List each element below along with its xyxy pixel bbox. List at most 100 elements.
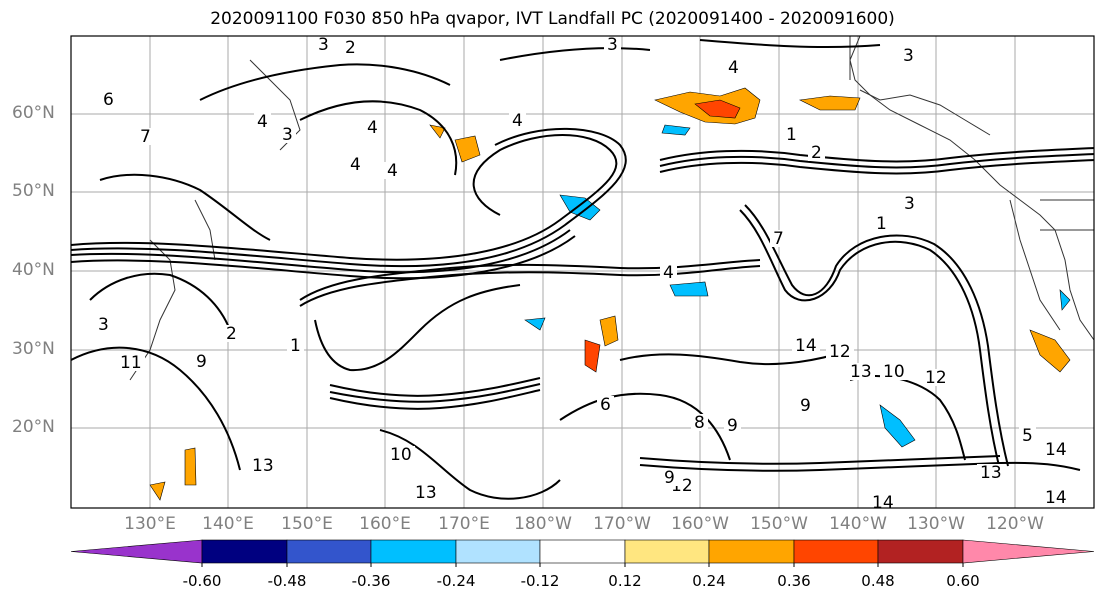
- contour-label: 3: [904, 194, 915, 214]
- contour-label-bg: [873, 215, 890, 232]
- qvapor-anomaly-fills: [149, 87, 1071, 501]
- contour-label: 4: [350, 155, 361, 175]
- lon-label: 180°W: [514, 514, 572, 534]
- contour-label-bg: [660, 264, 677, 281]
- contour-label: 9: [664, 468, 675, 488]
- lon-label: 170°W: [593, 514, 651, 534]
- colorbar-tick-label: 0.60: [946, 572, 980, 590]
- colorbar-segment: [286, 539, 372, 564]
- contour-label: 1: [290, 336, 301, 356]
- contour-label-bg: [384, 162, 401, 179]
- lat-label: 20°N: [12, 417, 55, 437]
- contour-label: 14: [1045, 488, 1067, 508]
- colorbar-tick-label: 0.12: [608, 572, 642, 590]
- colorbar-segment: [877, 539, 964, 564]
- contour-label: 13: [850, 362, 872, 382]
- contour-label-bg: [223, 325, 240, 342]
- lon-label: 120°W: [986, 514, 1044, 534]
- contour-label: 3: [282, 125, 293, 145]
- contour-label: 1: [786, 125, 797, 145]
- colorbar-segment: [624, 539, 710, 564]
- colorbar-lower-extend: [70, 539, 203, 564]
- colorbar-segment: [708, 539, 795, 564]
- contour-label: 4: [663, 263, 674, 283]
- contour-label: 10: [883, 362, 905, 382]
- contour-label-bg: [724, 417, 741, 434]
- contour-label: 14: [795, 336, 817, 356]
- contour-label: 4: [387, 161, 398, 181]
- contour-label: 13: [252, 456, 274, 476]
- contour-label-bg: [347, 156, 364, 173]
- contour-label-bg: [342, 39, 359, 56]
- contour-label: 8: [694, 413, 705, 433]
- contour-label-bg: [922, 369, 950, 386]
- contour-label-bg: [880, 363, 908, 380]
- contour-label-bg: [783, 126, 800, 143]
- contour-label: 3: [318, 35, 329, 55]
- contour-label-bg: [604, 36, 621, 53]
- contour-label-bg: [117, 354, 145, 371]
- colorbar-segment: [539, 539, 626, 564]
- contour-label-bg: [847, 363, 875, 380]
- contour-label-bg: [95, 316, 112, 333]
- contour-label: 4: [257, 112, 268, 132]
- contour-label: 9: [800, 396, 811, 416]
- contour-label-bg: [254, 113, 271, 130]
- contour-label-bg: [1042, 441, 1070, 458]
- lat-label: 50°N: [12, 181, 55, 201]
- contour-label-bg: [826, 343, 854, 360]
- lon-label: 130°W: [907, 514, 965, 534]
- contour-label-bg: [869, 494, 897, 508]
- contour-label: 4: [367, 118, 378, 138]
- contour-label: 3: [903, 46, 914, 66]
- contour-label-bg: [315, 36, 332, 53]
- contour-label: 14: [1045, 440, 1067, 460]
- contour-label: 3: [607, 35, 618, 55]
- lon-label: 150°W: [750, 514, 808, 534]
- contour-label-bg: [100, 91, 117, 108]
- contour-label-bg: [792, 337, 820, 354]
- contour-label: 11: [120, 353, 142, 373]
- lon-label: 150°E: [281, 514, 333, 534]
- colorbar-segment: [455, 539, 541, 564]
- lon-label: 140°W: [829, 514, 887, 534]
- contour-label-bg: [597, 396, 614, 413]
- contour-label-bg: [1042, 489, 1070, 506]
- contour-label-bg: [661, 469, 678, 486]
- contour-label-bg: [412, 484, 440, 501]
- contour-label: 7: [140, 127, 151, 147]
- contour-label: 14: [872, 493, 894, 513]
- lon-label: 170°E: [438, 514, 490, 534]
- contour-label: 1: [876, 214, 887, 234]
- contour-label-bg: [691, 414, 708, 431]
- lon-label: 140°E: [202, 514, 254, 534]
- contour-label-bg: [193, 353, 210, 370]
- lon-label: 160°W: [671, 514, 729, 534]
- contour-label: 5: [1022, 426, 1033, 446]
- contour-label-bg: [797, 397, 814, 414]
- contour-label: 4: [512, 111, 523, 131]
- ivt-contours: [71, 39, 1094, 500]
- lat-label: 40°N: [12, 260, 55, 280]
- colorbar-tick-label: 0.24: [692, 572, 726, 590]
- contour-label-bg: [387, 446, 415, 463]
- contour-label: 3: [98, 315, 109, 335]
- lat-label: 30°N: [12, 339, 55, 359]
- colorbar-segment: [793, 539, 879, 564]
- colorbar-tick-label: -0.48: [267, 572, 307, 590]
- colorbar-upper-extend: [962, 539, 1095, 564]
- colorbar-tick-label: -0.36: [351, 572, 391, 590]
- map-frame: [70, 35, 1095, 509]
- contour-label-bg: [1019, 427, 1036, 444]
- colorbar-tick-label: 0.36: [777, 572, 811, 590]
- lon-label: 130°E: [124, 514, 176, 534]
- contour-label-bg: [249, 457, 277, 474]
- contour-label-bg: [509, 112, 526, 129]
- colorbar-segment: [201, 539, 288, 564]
- contour-label: 6: [600, 395, 611, 415]
- contour-label: 2: [345, 38, 356, 58]
- contour-label-bg: [770, 230, 787, 247]
- contour-label-bg: [364, 119, 381, 136]
- colorbar-tick-label: 0.48: [861, 572, 895, 590]
